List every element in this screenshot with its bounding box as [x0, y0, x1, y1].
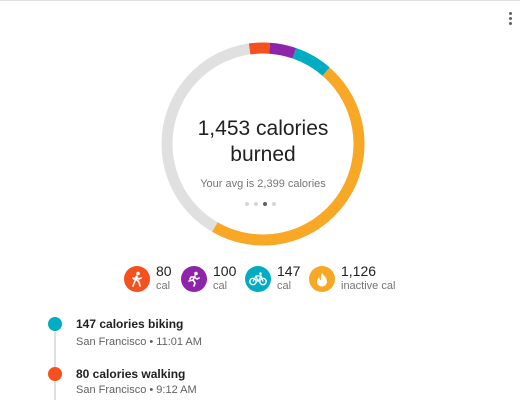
calories-burned-value: 1,453 calories — [197, 117, 329, 140]
stat-walking-unit: cal — [156, 280, 171, 292]
page-dot[interactable] — [263, 202, 267, 206]
ring-segment-biking — [292, 48, 330, 76]
ring-segment-inactive — [212, 67, 365, 246]
timeline-item-walking[interactable]: 80 calories walking San Francisco • 9:12… — [0, 366, 520, 406]
page-dot[interactable] — [272, 202, 276, 206]
timeline-item-biking[interactable]: 147 calories biking San Francisco • 11:0… — [0, 316, 520, 356]
page-dot[interactable] — [254, 202, 258, 206]
timeline-item-subtitle: San Francisco • 9:12 AM — [76, 384, 197, 396]
activity-summary-row: 80 cal 100 cal 147 cal — [0, 264, 520, 300]
calorie-ring — [161, 42, 365, 246]
flame-icon — [309, 266, 335, 292]
calories-burned-label: burned — [230, 143, 296, 166]
timeline-item-title: 80 calories walking — [76, 367, 186, 381]
walking-icon — [124, 266, 150, 292]
ring-segment-running — [269, 42, 297, 59]
overflow-menu-icon[interactable] — [506, 12, 514, 32]
page-indicator — [245, 202, 285, 208]
stat-inactive-value: 1,126 — [341, 263, 377, 279]
stat-walking[interactable]: 80 cal — [124, 264, 172, 300]
timeline-dot — [48, 367, 62, 381]
calories-burned-headline: 1,453 calories burned — [153, 116, 373, 168]
biking-icon — [245, 266, 271, 292]
calorie-ring-card: 1,453 calories burned Your avg is 2,399 … — [153, 34, 373, 254]
timeline-item-title: 147 calories biking — [76, 317, 184, 331]
timeline-dot — [48, 317, 62, 331]
timeline-item-subtitle: San Francisco • 11:01 AM — [76, 336, 202, 348]
stat-biking-value: 147 — [277, 263, 301, 279]
running-icon — [181, 266, 207, 292]
stat-running-unit: cal — [213, 280, 228, 292]
stat-biking[interactable]: 147 cal — [245, 264, 300, 300]
timeline-connector — [54, 332, 56, 400]
average-calories-text: Your avg is 2,399 calories — [200, 178, 326, 190]
stat-inactive[interactable]: 1,126 inactive cal — [309, 264, 395, 300]
stat-running[interactable]: 100 cal — [181, 264, 236, 300]
ring-segment-walking — [248, 42, 271, 55]
stat-biking-unit: cal — [277, 280, 292, 292]
stat-running-value: 100 — [213, 263, 237, 279]
top-divider — [0, 0, 520, 1]
stat-walking-value: 80 — [156, 263, 172, 279]
page-dot[interactable] — [245, 202, 249, 206]
stat-inactive-unit: inactive cal — [341, 280, 396, 292]
